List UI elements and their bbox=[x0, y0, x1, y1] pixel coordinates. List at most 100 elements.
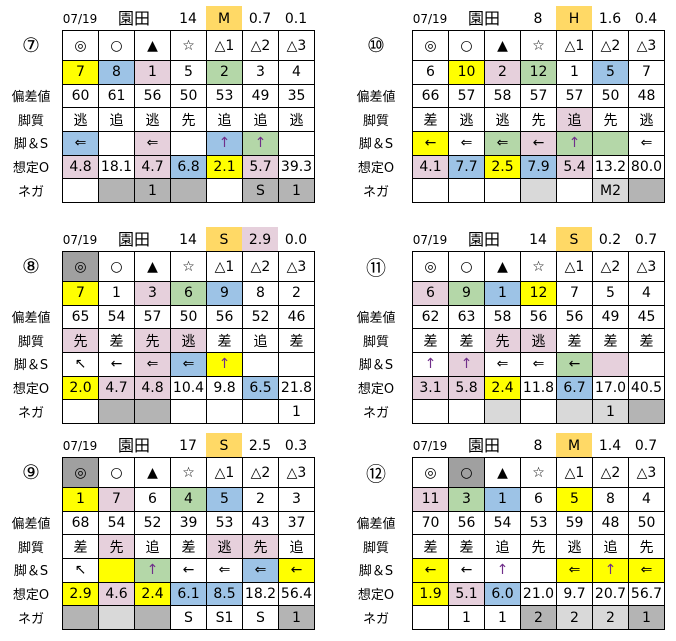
venue: 園田 bbox=[117, 436, 150, 455]
deviation-row: 62 63 58 56 56 49 45 bbox=[413, 305, 665, 330]
table-cell: 12 bbox=[521, 282, 557, 306]
table-cell: 11 bbox=[413, 488, 449, 512]
table-cell: 9 bbox=[449, 282, 485, 306]
table-cell: 8 bbox=[243, 282, 279, 306]
table-cell: 10 bbox=[449, 61, 485, 85]
table-cell: 58 bbox=[485, 305, 521, 330]
table-cell: △1 bbox=[557, 252, 593, 282]
table-cell: ↑ bbox=[593, 559, 629, 583]
table-cell: ◎ bbox=[63, 252, 99, 282]
mark-row: ◎ ○ ▲ ☆ △1 △2 △3 bbox=[413, 31, 665, 61]
table-cell: 56.4 bbox=[279, 582, 315, 607]
table-cell: △1 bbox=[207, 31, 243, 61]
table-cell: 18.2 bbox=[243, 582, 279, 607]
table-cell: 2.5 bbox=[485, 155, 521, 180]
table-cell bbox=[279, 353, 315, 377]
venue: 園田 bbox=[467, 436, 500, 455]
mark-row: ◎ ○ ▲ ☆ △1 △2 △3 bbox=[63, 458, 315, 488]
table-cell: ◎ bbox=[63, 458, 99, 488]
prediction-table: ◎ ○ ▲ ☆ △1 △2 △3 1 7 6 4 5 2 3 68 54 52 39 53 43 37 差先追差逃先追 ↖ ↑… bbox=[62, 457, 315, 631]
table-cell: 50 bbox=[629, 511, 665, 536]
pace-arrow-row: ↖ ↑ ← ⇐ ⇐ ← bbox=[63, 559, 315, 583]
table-cell: 50 bbox=[171, 305, 207, 330]
expected-odds-row: 1.9 5.1 6.0 21.0 9.7 20.7 56.7 bbox=[413, 582, 665, 607]
race-number: ⑪ bbox=[366, 255, 386, 280]
table-cell bbox=[279, 132, 315, 156]
table-cell: 4 bbox=[629, 282, 665, 306]
table-cell: 5.4 bbox=[557, 155, 593, 180]
mark-row: ◎ ○ ▲ ☆ △1 △2 △3 bbox=[63, 252, 315, 282]
table-cell: ▲ bbox=[485, 252, 521, 282]
table-cell: 2 bbox=[207, 61, 243, 85]
table-cell: 58 bbox=[485, 84, 521, 109]
table-cell: 4 bbox=[629, 488, 665, 512]
prediction-table: ◎ ○ ▲ ☆ △1 △2 △3 7 8 1 5 2 3 4 60 61 56 50 53 49 35 逃追逃先追追逃 ⇐ ⇐… bbox=[62, 30, 315, 204]
header-value-2: 0.3 bbox=[284, 438, 308, 454]
table-cell bbox=[485, 400, 521, 425]
runner-count: 14 bbox=[179, 11, 197, 27]
deviation-row: 65 54 57 50 56 52 46 bbox=[63, 305, 315, 330]
row-label: 想定O bbox=[357, 382, 395, 398]
row-label: 偏差値 bbox=[356, 517, 396, 533]
table-cell bbox=[243, 353, 279, 377]
row-label: 脚＆S bbox=[358, 137, 394, 153]
table-cell: 66 bbox=[413, 84, 449, 109]
header-value-2: 0.0 bbox=[284, 232, 308, 248]
row-label: 脚質 bbox=[17, 113, 44, 129]
race-header: 07/19 園田 14 M 0.7 0.1 bbox=[62, 6, 314, 30]
table-cell bbox=[413, 606, 449, 631]
row-label: ネガ bbox=[362, 184, 389, 200]
pace-arrow-row: ↑ ↑ ⇐ ⇐ ← bbox=[413, 353, 665, 377]
table-cell: 3 bbox=[449, 488, 485, 512]
table-cell: ↑ bbox=[207, 353, 243, 377]
table-cell: ☆ bbox=[171, 31, 207, 61]
table-cell: 逃 bbox=[279, 108, 315, 133]
table-cell: 逃 bbox=[449, 108, 485, 133]
grade-badge: H bbox=[556, 6, 592, 30]
table-cell: ← bbox=[171, 559, 207, 583]
table-cell: 1 bbox=[485, 282, 521, 306]
runner-count: 8 bbox=[533, 11, 543, 27]
table-cell: ☆ bbox=[171, 458, 207, 488]
table-cell: ⇐ bbox=[629, 132, 665, 156]
expected-odds-row: 4.1 7.7 2.5 7.9 5.4 13.2 80.0 bbox=[413, 155, 665, 180]
table-cell: ▲ bbox=[135, 252, 171, 282]
row-label: 偏差値 bbox=[356, 311, 396, 327]
table-cell: 9 bbox=[207, 282, 243, 306]
mark-row: ◎ ○ ▲ ☆ △1 △2 △3 bbox=[63, 31, 315, 61]
row-label bbox=[340, 487, 412, 511]
table-cell: 56 bbox=[557, 305, 593, 330]
table-cell: 2.1 bbox=[207, 155, 243, 180]
table-cell: 差 bbox=[99, 329, 135, 354]
race-date: 07/19 bbox=[412, 12, 448, 26]
table-cell: △1 bbox=[557, 31, 593, 61]
table-cell: 52 bbox=[243, 305, 279, 330]
table-cell: 5 bbox=[593, 282, 629, 306]
table-cell: 9.8 bbox=[207, 376, 243, 401]
table-cell: 逃 bbox=[171, 329, 207, 354]
table-cell: △2 bbox=[243, 458, 279, 488]
row-label bbox=[0, 487, 62, 511]
row-label: 脚＆S bbox=[13, 358, 49, 374]
table-cell: △2 bbox=[593, 252, 629, 282]
table-cell: ☆ bbox=[521, 31, 557, 61]
row-labels: ⑩ 偏差値 脚質 脚＆S 想定O ネガ bbox=[340, 30, 412, 202]
negative-row: M2 bbox=[413, 179, 665, 204]
table-cell: ⇐ bbox=[207, 559, 243, 583]
race-header: 07/19 園田 8 M 1.4 0.7 bbox=[412, 433, 664, 457]
table-cell: 56 bbox=[449, 511, 485, 536]
table-cell: 差 bbox=[63, 535, 99, 560]
row-label: 脚質 bbox=[17, 334, 44, 350]
table-cell: 差 bbox=[413, 329, 449, 354]
table-cell: 逃 bbox=[629, 108, 665, 133]
race-date: 07/19 bbox=[412, 439, 448, 453]
table-cell: ↖ bbox=[63, 559, 99, 583]
table-cell: 6.5 bbox=[243, 376, 279, 401]
table-cell: 5 bbox=[171, 61, 207, 85]
table-cell: 8 bbox=[593, 488, 629, 512]
table-cell: 63 bbox=[449, 305, 485, 330]
prediction-table: ◎ ○ ▲ ☆ △1 △2 △3 6 10 2 12 1 5 7 66 57 58 57 57 50 48 差逃逃先追先逃… bbox=[412, 30, 665, 204]
table-cell: 57 bbox=[449, 84, 485, 109]
table-cell: 差 bbox=[593, 329, 629, 354]
